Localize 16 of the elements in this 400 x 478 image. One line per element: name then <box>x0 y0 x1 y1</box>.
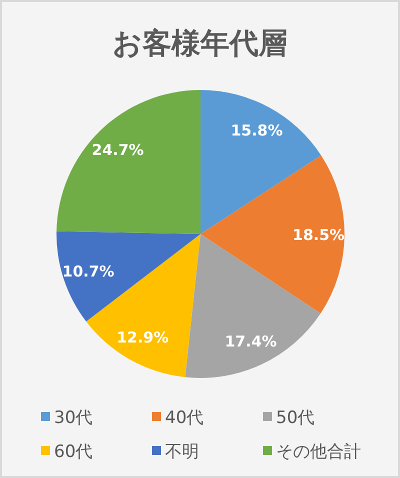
legend-label: 30代 <box>54 408 93 428</box>
data-label: 10.7% <box>62 262 114 280</box>
legend-label: 不明 <box>165 442 199 462</box>
pie-slice <box>56 90 200 234</box>
data-label: 15.8% <box>230 122 283 140</box>
legend-label: 50代 <box>276 408 315 428</box>
legend-label: 40代 <box>165 408 204 428</box>
data-label: 12.9% <box>116 328 169 346</box>
data-label: 24.7% <box>92 141 144 160</box>
chart-title: お客様年代層 <box>112 26 288 60</box>
legend-label: 60代 <box>54 442 93 462</box>
pie-slice <box>200 155 344 314</box>
data-label: 17.4% <box>224 332 277 350</box>
legend-label: その他合計 <box>276 442 361 462</box>
pie-slice <box>56 231 200 322</box>
data-label: 18.5% <box>292 226 345 244</box>
